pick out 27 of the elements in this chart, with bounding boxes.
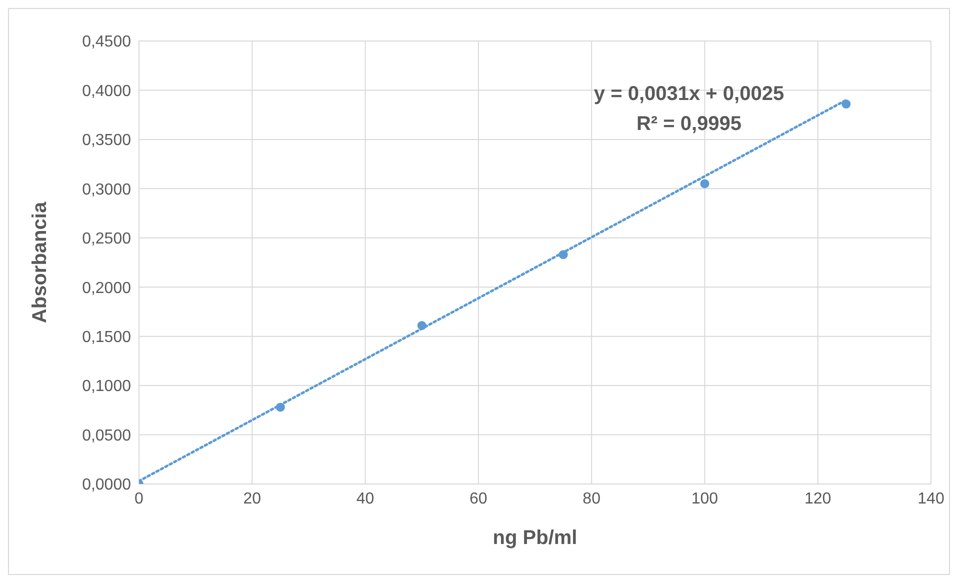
y-axis-title: Absorbancia [29, 201, 52, 324]
x-tick-label: 100 [691, 490, 718, 508]
x-tick-label: 40 [356, 490, 374, 508]
y-tick-label: 0,1000 [82, 378, 132, 396]
y-tick-label: 0,3500 [82, 132, 132, 150]
y-tick-label: 0,0500 [82, 427, 132, 444]
annotation: y = 0,0031x + 0,0025 [592, 82, 786, 107]
x-tick-label: 80 [582, 490, 601, 508]
point [558, 250, 568, 260]
y-tick-label: 0,0000 [82, 476, 132, 494]
annotation: R² = 0,9995 [635, 112, 743, 137]
point [700, 179, 710, 188]
point [276, 402, 285, 412]
y-tick-label: 0,2500 [82, 230, 132, 248]
x-tick-label: 120 [804, 490, 832, 508]
y-tick-label: 0,1500 [82, 329, 132, 346]
x-tick-label: 20 [243, 490, 262, 508]
x-tick-label: 60 [470, 490, 488, 508]
point [417, 321, 426, 330]
y-tick-label: 0,3000 [82, 181, 132, 198]
y-tick-label: 0,2000 [82, 280, 132, 297]
y-tick-label: 0,4500 [82, 34, 132, 51]
point [842, 100, 851, 109]
x-tick-label: 0 [134, 490, 144, 508]
x-axis-title: ng Pb/ml [492, 527, 578, 549]
y-tick-label: 0,4000 [82, 82, 132, 100]
x-tick-label: 140 [918, 490, 944, 508]
